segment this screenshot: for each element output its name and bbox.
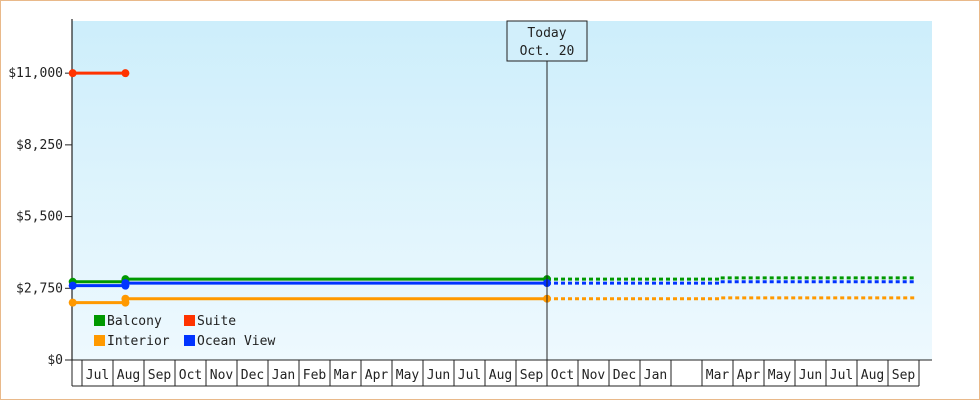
x-month-label: Aug	[489, 368, 512, 383]
x-month-label: Dec	[241, 368, 264, 383]
legend-label: Ocean View	[197, 334, 275, 349]
data-point-interior	[68, 298, 77, 307]
x-month-label: Apr	[365, 368, 389, 383]
x-month-label: Jun	[427, 368, 450, 383]
x-month-label: Aug	[117, 368, 140, 383]
x-month-label: Nov	[582, 368, 606, 383]
legend-label: Balcony	[107, 314, 162, 329]
x-month-label: Sep	[892, 368, 916, 383]
x-month-label: Jul	[86, 368, 109, 383]
x-month-label: Jan	[272, 368, 295, 383]
x-month-label: Jul	[830, 368, 853, 383]
data-point-ocean-view	[121, 279, 130, 288]
data-point-ocean-view	[68, 281, 77, 290]
plot-area	[72, 21, 932, 360]
x-month-label: May	[768, 368, 792, 383]
y-tick-label: $11,000	[8, 66, 63, 81]
x-month-label: Jul	[458, 368, 481, 383]
data-point-suite	[121, 69, 130, 78]
legend-label: Suite	[197, 314, 236, 329]
data-point-interior	[121, 294, 130, 303]
legend-swatch	[94, 315, 105, 326]
x-month-label: Oct	[551, 368, 574, 383]
x-month-label: Feb	[303, 368, 327, 383]
legend-swatch	[184, 335, 195, 346]
legend-swatch	[94, 335, 105, 346]
series-forecast-ocean-view	[547, 280, 916, 285]
y-tick-label: $2,750	[16, 281, 63, 296]
today-label: Today	[527, 26, 566, 41]
x-month-label: Sep	[148, 368, 172, 383]
today-box	[506, 20, 588, 62]
x-month-label: Sep	[520, 368, 544, 383]
x-month-label: Nov	[210, 368, 234, 383]
series-forecast-interior	[547, 296, 916, 301]
legend-label: Interior	[107, 334, 170, 349]
x-month-label: May	[396, 368, 420, 383]
today-date: Oct. 20	[520, 44, 575, 59]
legend-swatch	[184, 315, 195, 326]
x-month-label: Aug	[861, 368, 884, 383]
x-month-label: Jun	[799, 368, 822, 383]
x-month-label: Mar	[334, 368, 358, 383]
series-forecast-balcony	[547, 276, 916, 281]
data-point-suite	[68, 69, 77, 78]
x-month-label: Jan	[644, 368, 667, 383]
x-month-label: Apr	[737, 368, 761, 383]
x-month-label: Oct	[179, 368, 202, 383]
y-tick-label: $5,500	[16, 210, 63, 225]
y-tick-label: $8,250	[16, 138, 63, 153]
x-month-label: Mar	[706, 368, 730, 383]
x-month-label: Dec	[613, 368, 636, 383]
y-tick-label: $0	[47, 353, 63, 368]
